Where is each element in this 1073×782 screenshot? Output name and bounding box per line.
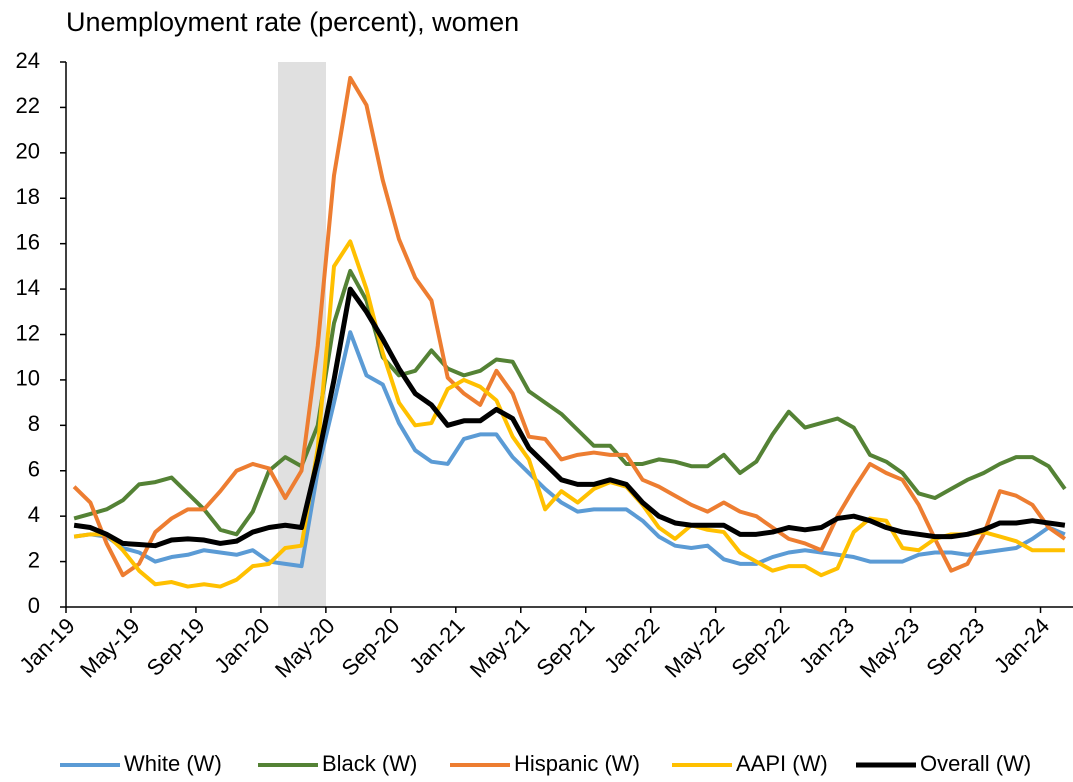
x-tick-label: May-20 (270, 613, 340, 683)
legend-label: White (W) (124, 751, 222, 776)
y-tick-label: 24 (16, 48, 40, 73)
y-tick-label: 18 (16, 184, 40, 209)
y-tick-label: 14 (16, 275, 40, 300)
x-tick-label: May-22 (660, 613, 730, 683)
x-tick-label: Jan-20 (209, 613, 274, 678)
x-tick-label: Sep-21 (532, 613, 600, 681)
series-line (72, 75, 1067, 578)
series-line (73, 239, 1065, 589)
y-tick-label: 6 (28, 457, 40, 482)
y-tick-label: 0 (28, 593, 40, 618)
x-tick-label: May-19 (75, 613, 145, 683)
x-tick-label: Sep-20 (337, 613, 405, 681)
x-tick-label: Sep-19 (142, 613, 210, 681)
x-tick-label: Jan-24 (989, 613, 1054, 678)
legend-label: Hispanic (W) (514, 751, 640, 776)
x-tick-label: Jan-22 (599, 613, 664, 678)
y-tick-label: 10 (16, 366, 40, 391)
y-tick-label: 16 (16, 229, 40, 254)
y-tick-label: 8 (28, 411, 40, 436)
series-line (73, 286, 1066, 549)
x-tick-label: Jan-19 (14, 613, 79, 678)
legend-label: AAPI (W) (736, 751, 828, 776)
y-tick-label: 22 (16, 93, 40, 118)
y-tick-label: 12 (16, 320, 40, 345)
chart-title: Unemployment rate (percent), women (66, 7, 519, 37)
x-tick-label: May-21 (465, 613, 535, 683)
y-tick-label: 2 (28, 547, 40, 572)
x-tick-label: Sep-22 (726, 613, 794, 681)
x-tick-label: Jan-23 (794, 613, 859, 678)
y-tick-label: 20 (16, 139, 40, 164)
x-tick-label: May-23 (855, 613, 925, 683)
x-tick-label: Sep-23 (921, 613, 989, 681)
series-line (73, 268, 1067, 537)
x-tick-label: Jan-21 (404, 613, 469, 678)
legend-label: Overall (W) (920, 751, 1031, 776)
y-tick-label: 4 (28, 502, 40, 527)
series-line (73, 330, 1066, 569)
legend-label: Black (W) (322, 751, 417, 776)
